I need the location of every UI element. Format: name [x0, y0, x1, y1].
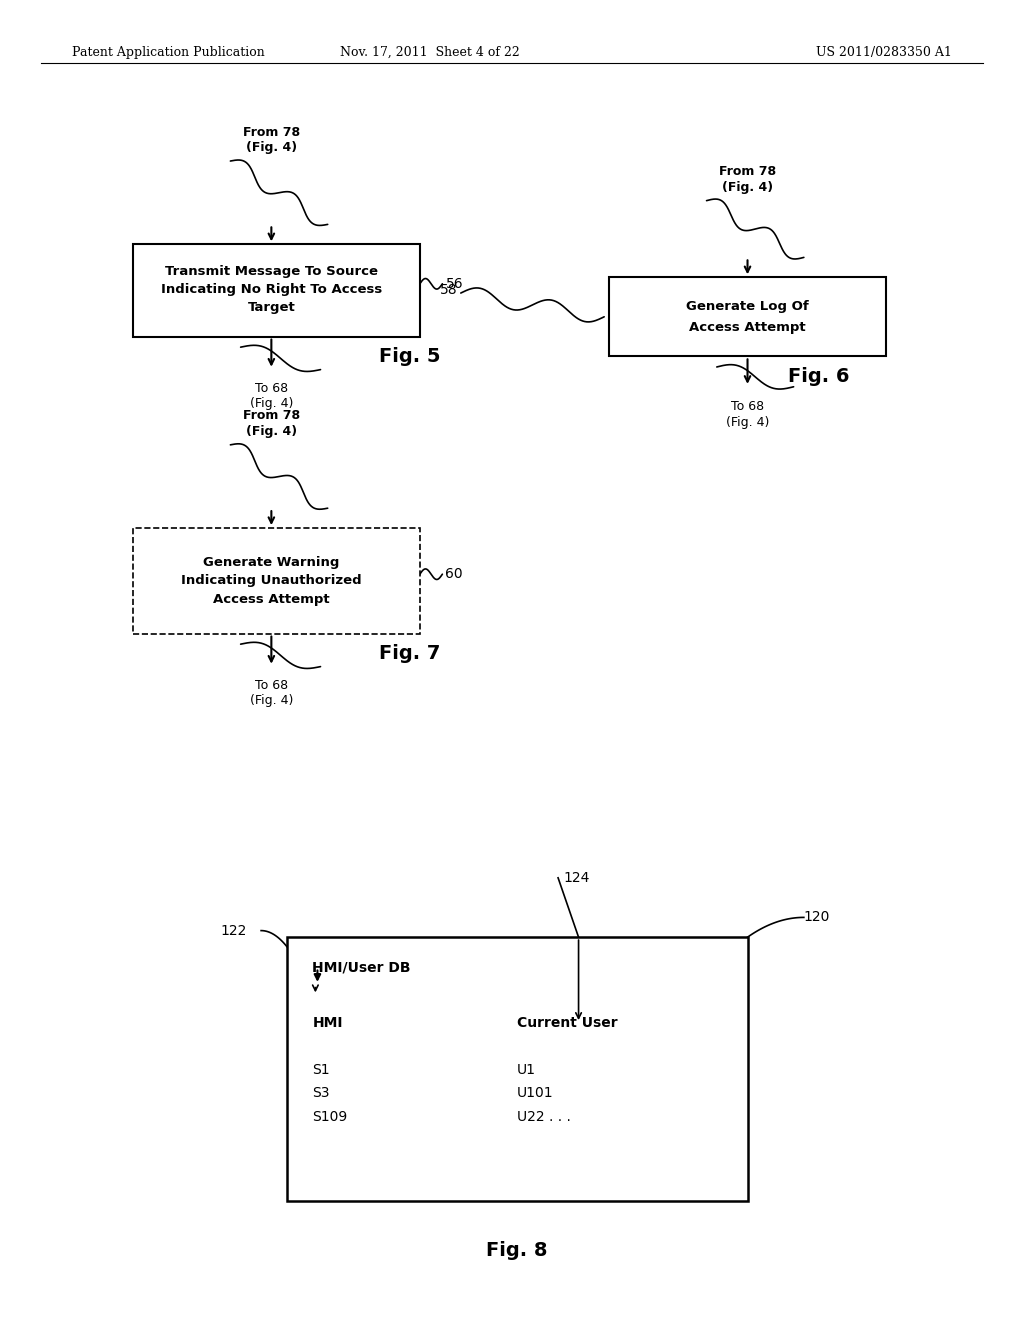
- Text: (Fig. 4): (Fig. 4): [246, 425, 297, 438]
- Text: 122: 122: [220, 924, 247, 937]
- Text: U22 . . .: U22 . . .: [517, 1110, 571, 1125]
- Text: (Fig. 4): (Fig. 4): [250, 694, 293, 708]
- Text: Access Attempt: Access Attempt: [689, 321, 806, 334]
- Text: Transmit Message To Source: Transmit Message To Source: [165, 265, 378, 279]
- Text: Generate Log Of: Generate Log Of: [686, 300, 809, 313]
- Text: Patent Application Publication: Patent Application Publication: [72, 46, 264, 59]
- Text: (Fig. 4): (Fig. 4): [726, 416, 769, 429]
- Text: (Fig. 4): (Fig. 4): [246, 141, 297, 154]
- Text: To 68: To 68: [731, 400, 764, 413]
- Text: S109: S109: [312, 1110, 347, 1125]
- Text: 56: 56: [445, 277, 463, 290]
- Text: From 78: From 78: [719, 165, 776, 178]
- Text: Fig. 7: Fig. 7: [379, 644, 440, 663]
- Text: 120: 120: [804, 911, 830, 924]
- Text: HMI/User DB: HMI/User DB: [312, 961, 411, 975]
- Text: Fig. 6: Fig. 6: [788, 367, 850, 385]
- Text: (Fig. 4): (Fig. 4): [722, 181, 773, 194]
- Text: HMI: HMI: [312, 1016, 343, 1031]
- Text: Access Attempt: Access Attempt: [213, 593, 330, 606]
- Text: To 68: To 68: [255, 381, 288, 395]
- Text: Nov. 17, 2011  Sheet 4 of 22: Nov. 17, 2011 Sheet 4 of 22: [340, 46, 520, 59]
- Text: Target: Target: [248, 301, 295, 314]
- Text: From 78: From 78: [243, 409, 300, 422]
- Text: To 68: To 68: [255, 678, 288, 692]
- FancyBboxPatch shape: [133, 244, 420, 337]
- FancyBboxPatch shape: [133, 528, 420, 634]
- Text: US 2011/0283350 A1: US 2011/0283350 A1: [816, 46, 952, 59]
- Text: Indicating Unauthorized: Indicating Unauthorized: [181, 574, 361, 587]
- Text: Generate Warning: Generate Warning: [203, 556, 340, 569]
- Text: (Fig. 4): (Fig. 4): [250, 397, 293, 411]
- Text: U1: U1: [517, 1063, 537, 1077]
- Text: Indicating No Right To Access: Indicating No Right To Access: [161, 282, 382, 296]
- Text: U101: U101: [517, 1086, 554, 1101]
- Text: Current User: Current User: [517, 1016, 617, 1031]
- Text: From 78: From 78: [243, 125, 300, 139]
- Text: S1: S1: [312, 1063, 330, 1077]
- Text: Fig. 5: Fig. 5: [379, 347, 440, 366]
- Text: 124: 124: [563, 871, 590, 884]
- Text: S3: S3: [312, 1086, 330, 1101]
- FancyBboxPatch shape: [609, 277, 886, 356]
- Text: 58: 58: [440, 284, 458, 297]
- FancyBboxPatch shape: [287, 937, 748, 1201]
- Text: Fig. 8: Fig. 8: [486, 1241, 548, 1259]
- Text: 60: 60: [445, 568, 463, 581]
